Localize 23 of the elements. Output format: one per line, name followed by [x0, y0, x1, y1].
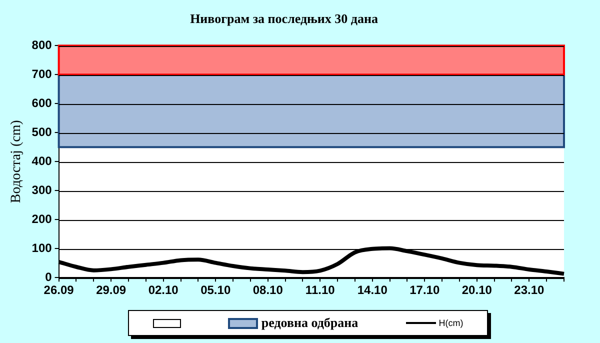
chart-title: Нивограм за последњих 30 дана [190, 11, 378, 26]
y-tick-label: 200 [32, 212, 52, 226]
x-tick-label: 08.10 [252, 283, 284, 298]
x-tick-label: 02.10 [148, 283, 179, 298]
y-tick-label: 800 [32, 38, 52, 52]
y-tick-label: 700 [32, 66, 52, 81]
x-tick-label: 20.10 [462, 283, 492, 298]
y-tick-label: 400 [32, 154, 52, 168]
x-tick-label: 17.10 [410, 283, 440, 298]
x-tick-label: 23.10 [514, 283, 544, 298]
y-tick-label: 100 [32, 240, 52, 255]
y-tick-label: 500 [32, 124, 52, 139]
x-tick-label: 11.10 [305, 283, 336, 298]
x-tick-label: 05.10 [200, 283, 231, 298]
x-tick-label: 29.09 [96, 283, 126, 298]
y-axis-title: Водостај (cm) [9, 120, 24, 204]
y-tick-label: 0 [45, 270, 52, 284]
x-tick-label: 14.10 [357, 283, 388, 298]
x-tick-label: 26.09 [44, 283, 74, 298]
y-tick-label: 600 [32, 96, 52, 110]
legend-label: редовна одбрана [261, 315, 358, 331]
legend-label: H(cm) [438, 318, 464, 328]
y-tick-label: 300 [32, 182, 52, 197]
